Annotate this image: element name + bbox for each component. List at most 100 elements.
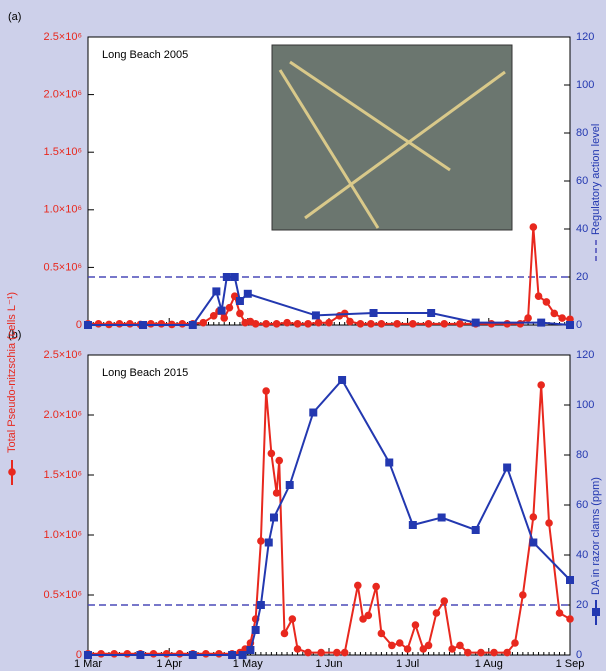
marker <box>411 621 420 629</box>
marker <box>356 320 365 328</box>
marker <box>94 320 103 328</box>
marker <box>283 318 291 327</box>
marker <box>293 320 302 328</box>
marker <box>529 538 538 547</box>
y-tick-label: 1.5×10⁶ <box>44 146 82 158</box>
marker <box>220 314 229 322</box>
legend-marker <box>592 608 600 616</box>
marker <box>516 320 525 328</box>
marker <box>115 320 124 328</box>
marker <box>388 641 396 650</box>
marker <box>333 648 341 657</box>
marker <box>225 303 234 312</box>
marker <box>136 651 145 659</box>
marker <box>272 320 281 328</box>
inset-diatoms <box>278 60 506 229</box>
marker <box>566 576 574 584</box>
marker <box>317 648 325 657</box>
marker <box>550 309 559 318</box>
y-title: Total Pseudo-nitzschia (cells L⁻¹) <box>6 292 18 485</box>
marker <box>309 408 318 417</box>
marker <box>529 513 538 521</box>
y-tick-label: 0 <box>76 649 82 661</box>
marker <box>427 309 436 317</box>
marker <box>503 320 511 328</box>
marker <box>202 650 210 658</box>
marker <box>340 648 349 657</box>
marker <box>545 519 553 527</box>
panel-label: (b) <box>8 329 21 341</box>
marker <box>149 650 158 658</box>
marker <box>162 650 171 658</box>
y2-tick-label: 80 <box>576 127 588 139</box>
y2-tick-label: 100 <box>576 399 594 411</box>
marker <box>262 387 270 395</box>
marker <box>246 646 255 654</box>
marker <box>228 651 237 659</box>
y2-tick-label: 100 <box>576 79 594 91</box>
marker <box>139 321 148 329</box>
marker <box>503 463 512 472</box>
y2-tick-label: 120 <box>576 31 594 43</box>
marker <box>209 311 218 320</box>
marker <box>537 381 545 389</box>
marker <box>408 521 417 529</box>
y2-title: Regulatory action level <box>590 124 602 261</box>
y2-label: Regulatory action level <box>590 124 602 235</box>
marker <box>230 273 239 281</box>
marker <box>238 651 247 659</box>
y2-tick-label: 20 <box>576 271 588 283</box>
marker <box>432 609 441 617</box>
marker <box>110 650 118 658</box>
marker <box>534 292 543 301</box>
marker <box>503 648 511 657</box>
marker <box>395 639 404 647</box>
marker <box>285 481 294 489</box>
y2-tick-label: 0 <box>576 319 582 331</box>
marker <box>440 597 449 605</box>
marker <box>377 320 386 328</box>
marker <box>222 273 231 281</box>
marker <box>471 318 480 327</box>
marker <box>471 526 480 534</box>
marker <box>338 376 347 384</box>
marker <box>424 320 433 328</box>
marker <box>537 318 546 327</box>
x-tick-label: 1 Jul <box>396 658 419 670</box>
marker <box>188 321 197 329</box>
annotation: Long Beach 2005 <box>102 49 188 61</box>
marker <box>364 611 373 620</box>
marker <box>477 648 485 657</box>
y2-title: DA in razor clams (ppm) <box>590 477 602 625</box>
marker <box>385 458 394 467</box>
y-tick-label: 2.0×10⁶ <box>44 89 82 101</box>
marker <box>269 513 278 522</box>
marker <box>448 645 456 653</box>
y-tick-label: 2.5×10⁶ <box>44 349 82 361</box>
marker <box>354 581 362 590</box>
marker <box>236 309 244 318</box>
y-tick-label: 2.5×10⁶ <box>44 31 82 43</box>
y-label: Total Pseudo-nitzschia (cells L⁻¹) <box>6 292 18 453</box>
marker <box>529 223 538 231</box>
marker <box>157 320 166 328</box>
x-tick-label: 1 Mar <box>74 658 102 670</box>
marker <box>456 641 464 650</box>
marker <box>511 639 519 647</box>
x-tick-label: 1 May <box>233 658 263 670</box>
marker <box>367 320 375 328</box>
y2-tick-label: 20 <box>576 599 588 611</box>
marker <box>464 648 472 657</box>
x-tick-label: 1 Sep <box>556 658 585 670</box>
marker <box>199 318 208 327</box>
marker <box>293 645 302 653</box>
marker <box>304 320 312 328</box>
marker <box>264 538 273 547</box>
marker <box>257 537 265 545</box>
marker <box>267 449 276 458</box>
marker <box>314 318 323 327</box>
y-tick-label: 1.5×10⁶ <box>44 469 82 481</box>
marker <box>403 645 412 653</box>
x-tick-label: 1 Jun <box>316 658 343 670</box>
